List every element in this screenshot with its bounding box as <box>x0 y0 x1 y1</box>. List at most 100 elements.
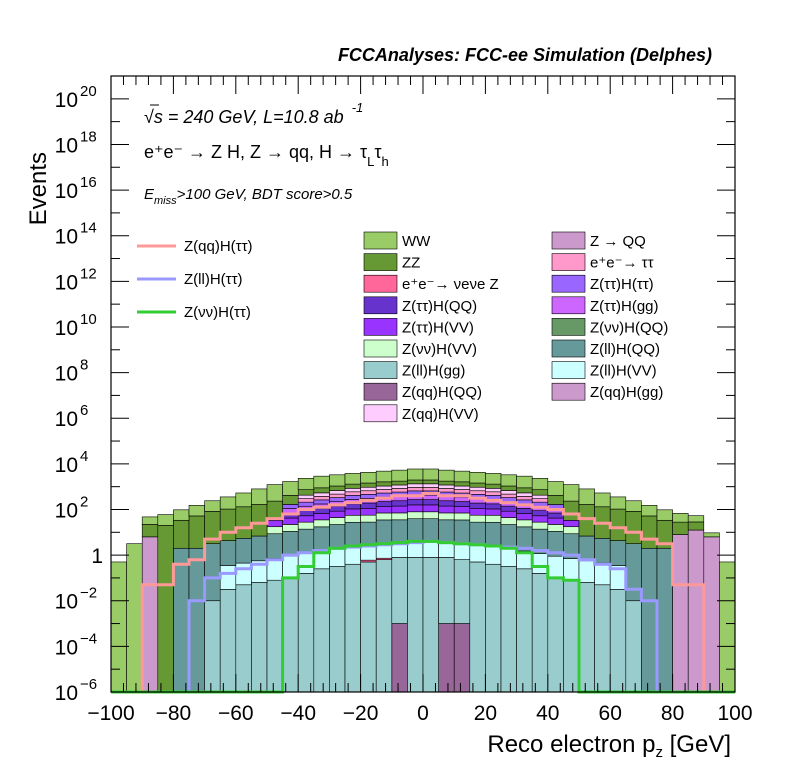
legend: Z(qq)H(ττ) Z(ll)H(ττ) Z(νν)H(ττ) WW Z → QQ ZZ… <box>137 231 668 423</box>
bar-z-h-vv--bin-19 <box>407 504 424 513</box>
bar-z-h-vv--bin-18 <box>391 512 408 521</box>
bar-zz-bin-28 <box>547 495 564 505</box>
legend-swatch-2 <box>363 253 398 271</box>
bar-zz-bin-37 <box>687 521 705 531</box>
bar-z-qq-h-vv--bin-17 <box>375 485 393 490</box>
bar-z-qq-h-vv--bin-20 <box>422 483 439 488</box>
bar-z-qq-h-vv--bin-25 <box>500 490 517 495</box>
legend-swatch-15 <box>551 382 586 401</box>
legend-label-bkg-11: Z(ll)H(QQ) <box>590 341 660 358</box>
legend-label-bkg-0: WW <box>402 233 431 250</box>
bar-e-e--bin-12 <box>297 498 315 503</box>
x-tick-label: 20 <box>474 702 497 725</box>
bar-z-ll-h-gg--bin-22 <box>453 559 471 624</box>
bar-z-ll-h-vv--bin-22 <box>453 543 471 560</box>
bar-e-e--bin-23 <box>469 490 486 495</box>
bar-z-ll-h-qq--bin-21 <box>438 519 455 543</box>
bar-ww-bin-17 <box>375 470 393 483</box>
legend-swatch-3 <box>551 253 586 271</box>
svg-text:e⁺e⁻ → Z H, Z → qq, H → τLτh: e⁺e⁻ → Z H, Z → qq, H → τLτh <box>144 142 389 169</box>
bar-z-ll-h-vv--bin-31 <box>594 562 611 586</box>
bar-ww-bin-39 <box>719 561 736 693</box>
bar-z-h-vv--bin-17 <box>375 512 393 521</box>
bar-z-ll-h-vv--bin-7 <box>219 565 237 590</box>
bar-z-h--bin-28 <box>547 504 564 509</box>
bar-z-h-vv--bin-10 <box>266 526 283 535</box>
bar-e-e--bin-20 <box>422 487 439 492</box>
bar-z-ll-h-qq--bin-11 <box>282 531 299 557</box>
bar-z-ll-h-gg--bin-7 <box>219 589 237 693</box>
annotation-process: e⁺e⁻ → Z H, Z → qq, H → τLτh <box>144 142 389 169</box>
legend-label-bkg-12: Z(ll)H(gg) <box>402 363 465 380</box>
y-tick-exponent: 16 <box>80 174 97 191</box>
legend-label-bkg-13: Z(ll)H(VV) <box>590 363 657 380</box>
bar-e-e--bin-13 <box>313 496 330 501</box>
bar-z-h-vv--bin-25 <box>500 517 517 525</box>
bar-ww-bin-24 <box>485 473 502 485</box>
bar-z-ll-h-qq--bin-14 <box>329 524 346 550</box>
bar-z-h--bin-25 <box>500 497 517 502</box>
y-tick-exponent: 18 <box>80 128 97 145</box>
bar-ww-bin-38 <box>703 532 720 538</box>
bar-z-ll-h-qq--bin-22 <box>453 519 471 545</box>
bar-z-ll-h-vv--bin-30 <box>578 560 595 583</box>
bar-ww-bin-8 <box>235 492 252 508</box>
svg-text:Emiss>100 GeV, BDT score>0.5: Emiss>100 GeV, BDT score>0.5 <box>144 186 353 207</box>
bar-e-e--bin-16 <box>360 490 377 495</box>
legend-swatch-16 <box>363 404 398 423</box>
bar-e-e--bin-24 <box>485 491 502 496</box>
bar-ww-bin-33 <box>625 500 642 512</box>
bar-z-h-vv--bin-14 <box>329 510 346 518</box>
bar-z-qq-h-vv--bin-26 <box>516 492 533 497</box>
bar-z-h--bin-14 <box>329 497 346 502</box>
bar-z-h-vv--bin-11 <box>282 524 299 532</box>
bar-z-ll-h-gg--bin-9 <box>251 582 268 693</box>
bar-z-h-qq--bin-19 <box>407 499 424 506</box>
x-axis-label: Reco electron pz [GeV] <box>487 731 731 761</box>
bar-zz-bin-30 <box>578 504 595 537</box>
bar-z-qq-h-vv--bin-15 <box>344 488 361 493</box>
cut-rest: >100 GeV, BDT score>0.5 <box>177 186 353 203</box>
bar-z-ll-h-qq--bin-16 <box>360 521 377 546</box>
bar-z-h-vv--bin-15 <box>344 514 361 523</box>
bar-z-h-vv--bin-13 <box>313 519 330 528</box>
bar-z-ll-h-vv--bin-10 <box>266 558 283 581</box>
x-tick-label: 60 <box>599 702 622 725</box>
bar-zz-bin-18 <box>391 480 408 486</box>
bar-zz-bin-9 <box>251 504 268 537</box>
y-tick-label: 10 <box>55 682 78 705</box>
bar-z-ll-h-gg--bin-26 <box>516 568 533 693</box>
bar-z-h--bin-24 <box>485 495 502 500</box>
bar-z-h-vv--bin-28 <box>547 524 564 532</box>
bar-z-qq-h-vv--bin-16 <box>360 486 377 492</box>
bar-z-ll-h-qq--bin-20 <box>422 518 439 542</box>
bar-z-h-vv--bin-16 <box>360 514 377 523</box>
y-tick-label: 10 <box>55 317 78 340</box>
bar-z-ll-h-gg--bin-10 <box>266 579 283 693</box>
y-tick-label: 10 <box>55 180 78 203</box>
bar-z-qq-h-qq--bin-22 <box>453 623 471 693</box>
bar-z-ll-h-qq--bin-23 <box>469 521 486 546</box>
legend-swatch-13 <box>551 361 586 379</box>
bar-ww-bin-30 <box>578 488 595 505</box>
bar-z-qq-bin-37 <box>687 529 705 693</box>
bar-zz-bin-23 <box>469 482 486 488</box>
y-tick-label: 10 <box>55 226 78 249</box>
bar-z-ll-h-qq--bin-17 <box>375 519 393 544</box>
bar-z-ll-h-gg--bin-29 <box>563 579 580 693</box>
bar-z-ll-h-qq--bin-6 <box>204 543 221 602</box>
bar-z-ll-h-gg--bin-12 <box>297 573 315 693</box>
y-tick-exponent: 2 <box>80 493 88 510</box>
bar-z-h-qq--bin-13 <box>313 508 330 514</box>
bar-z-h--bin-26 <box>516 499 533 505</box>
bar-z-h-vv--bin-12 <box>297 515 315 523</box>
bar-z-qq-h-vv--bin-27 <box>531 494 549 499</box>
bar-z-qq-h-vv--bin-24 <box>485 488 502 493</box>
bar-z-ll-h-qq--bin-18 <box>391 519 408 543</box>
bar-z-h-vv--bin-22 <box>453 506 471 514</box>
legend-swatch-8 <box>363 318 398 336</box>
bar-z-ll-h-qq--bin-32 <box>609 540 627 566</box>
bar-zz-bin-2 <box>141 524 159 538</box>
bar-ww-bin-11 <box>282 481 299 496</box>
